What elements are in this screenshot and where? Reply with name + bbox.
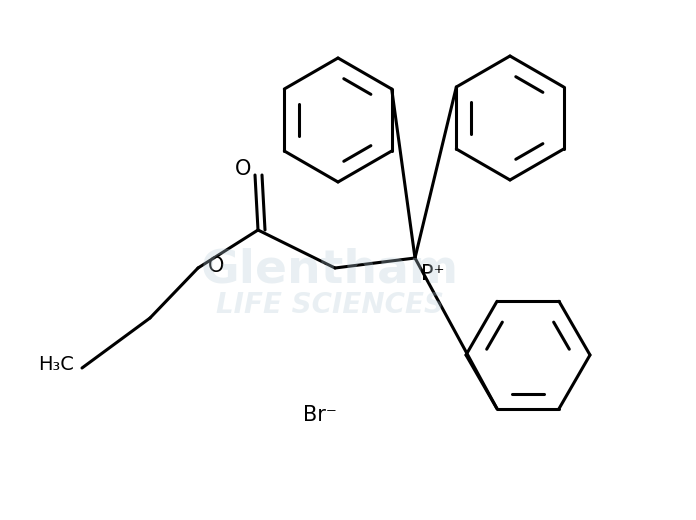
Text: Glentham: Glentham	[201, 248, 459, 292]
Text: O: O	[208, 256, 224, 276]
Text: P⁺: P⁺	[421, 264, 445, 284]
Text: Br⁻: Br⁻	[303, 405, 337, 425]
Text: H₃C: H₃C	[38, 355, 74, 373]
Text: O: O	[235, 159, 251, 179]
Text: LIFE SCIENCES: LIFE SCIENCES	[216, 291, 444, 319]
